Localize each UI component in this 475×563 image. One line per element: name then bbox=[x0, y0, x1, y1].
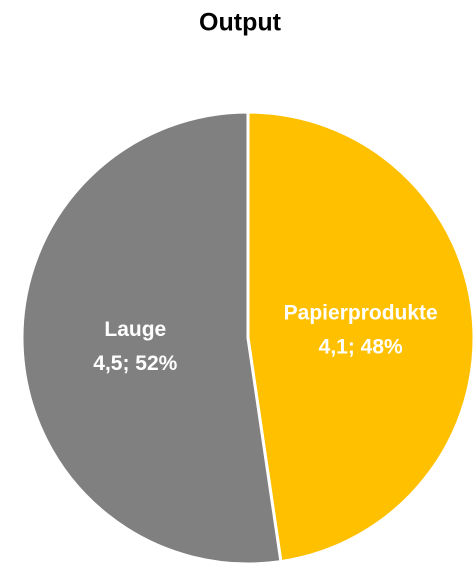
chart-title: Output bbox=[199, 9, 282, 37]
slice-label: Papierprodukte bbox=[284, 301, 438, 324]
pie-slice bbox=[20, 110, 283, 563]
slice-value-label: 4,5; 52% bbox=[93, 352, 177, 375]
pie-slice bbox=[246, 110, 475, 563]
slice-value-label: 4,1; 48% bbox=[319, 335, 403, 358]
slice-label: Lauge bbox=[104, 318, 166, 341]
